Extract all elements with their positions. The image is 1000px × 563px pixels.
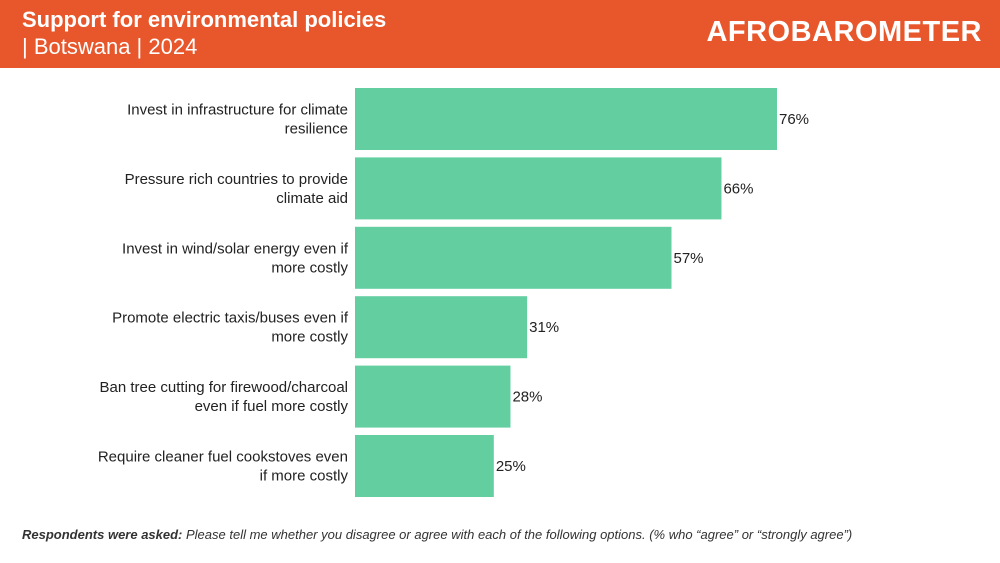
category-label-3: Invest in wind/solar energy even if more … (122, 240, 349, 276)
bar-5 (355, 365, 511, 428)
value-label-6: 25% (496, 458, 526, 475)
chart-subtitle: | Botswana | 2024 (22, 34, 198, 59)
category-label-6: Require cleaner fuel cookstoves even if m… (98, 449, 349, 485)
header-banner: Support for environmental policies | Bot… (0, 0, 1000, 68)
bar-2 (355, 157, 722, 220)
footnote-text: Please tell me whether you disagree or a… (182, 527, 853, 542)
footnote: Respondents were asked: Please tell me w… (22, 527, 982, 542)
afrobarometer-logo: AFROBAROMETER (706, 16, 982, 48)
bar-1 (355, 88, 777, 150)
value-label-2: 66% (723, 180, 753, 197)
category-label-5: Ban tree cutting for firewood/charcoal ev… (100, 379, 349, 415)
bar-3 (355, 226, 672, 289)
category-label-1: Invest in infrastructure for climate resi… (127, 102, 348, 138)
value-label-5: 28% (512, 389, 542, 406)
category-label-4: Promote electric taxis/buses even if more… (112, 310, 349, 346)
value-label-3: 57% (674, 250, 704, 267)
bar-4 (355, 296, 528, 359)
category-label-2: Pressure rich countries to provide climat… (125, 171, 348, 207)
value-label-1: 76% (779, 111, 809, 128)
bar-chart: 76% Invest in infrastructure for climate r… (98, 88, 809, 497)
chart-title: Support for environmental policies (22, 7, 387, 32)
value-label-4: 31% (529, 319, 559, 336)
bar-6 (355, 435, 494, 497)
footnote-lead: Respondents were asked: (22, 527, 183, 542)
